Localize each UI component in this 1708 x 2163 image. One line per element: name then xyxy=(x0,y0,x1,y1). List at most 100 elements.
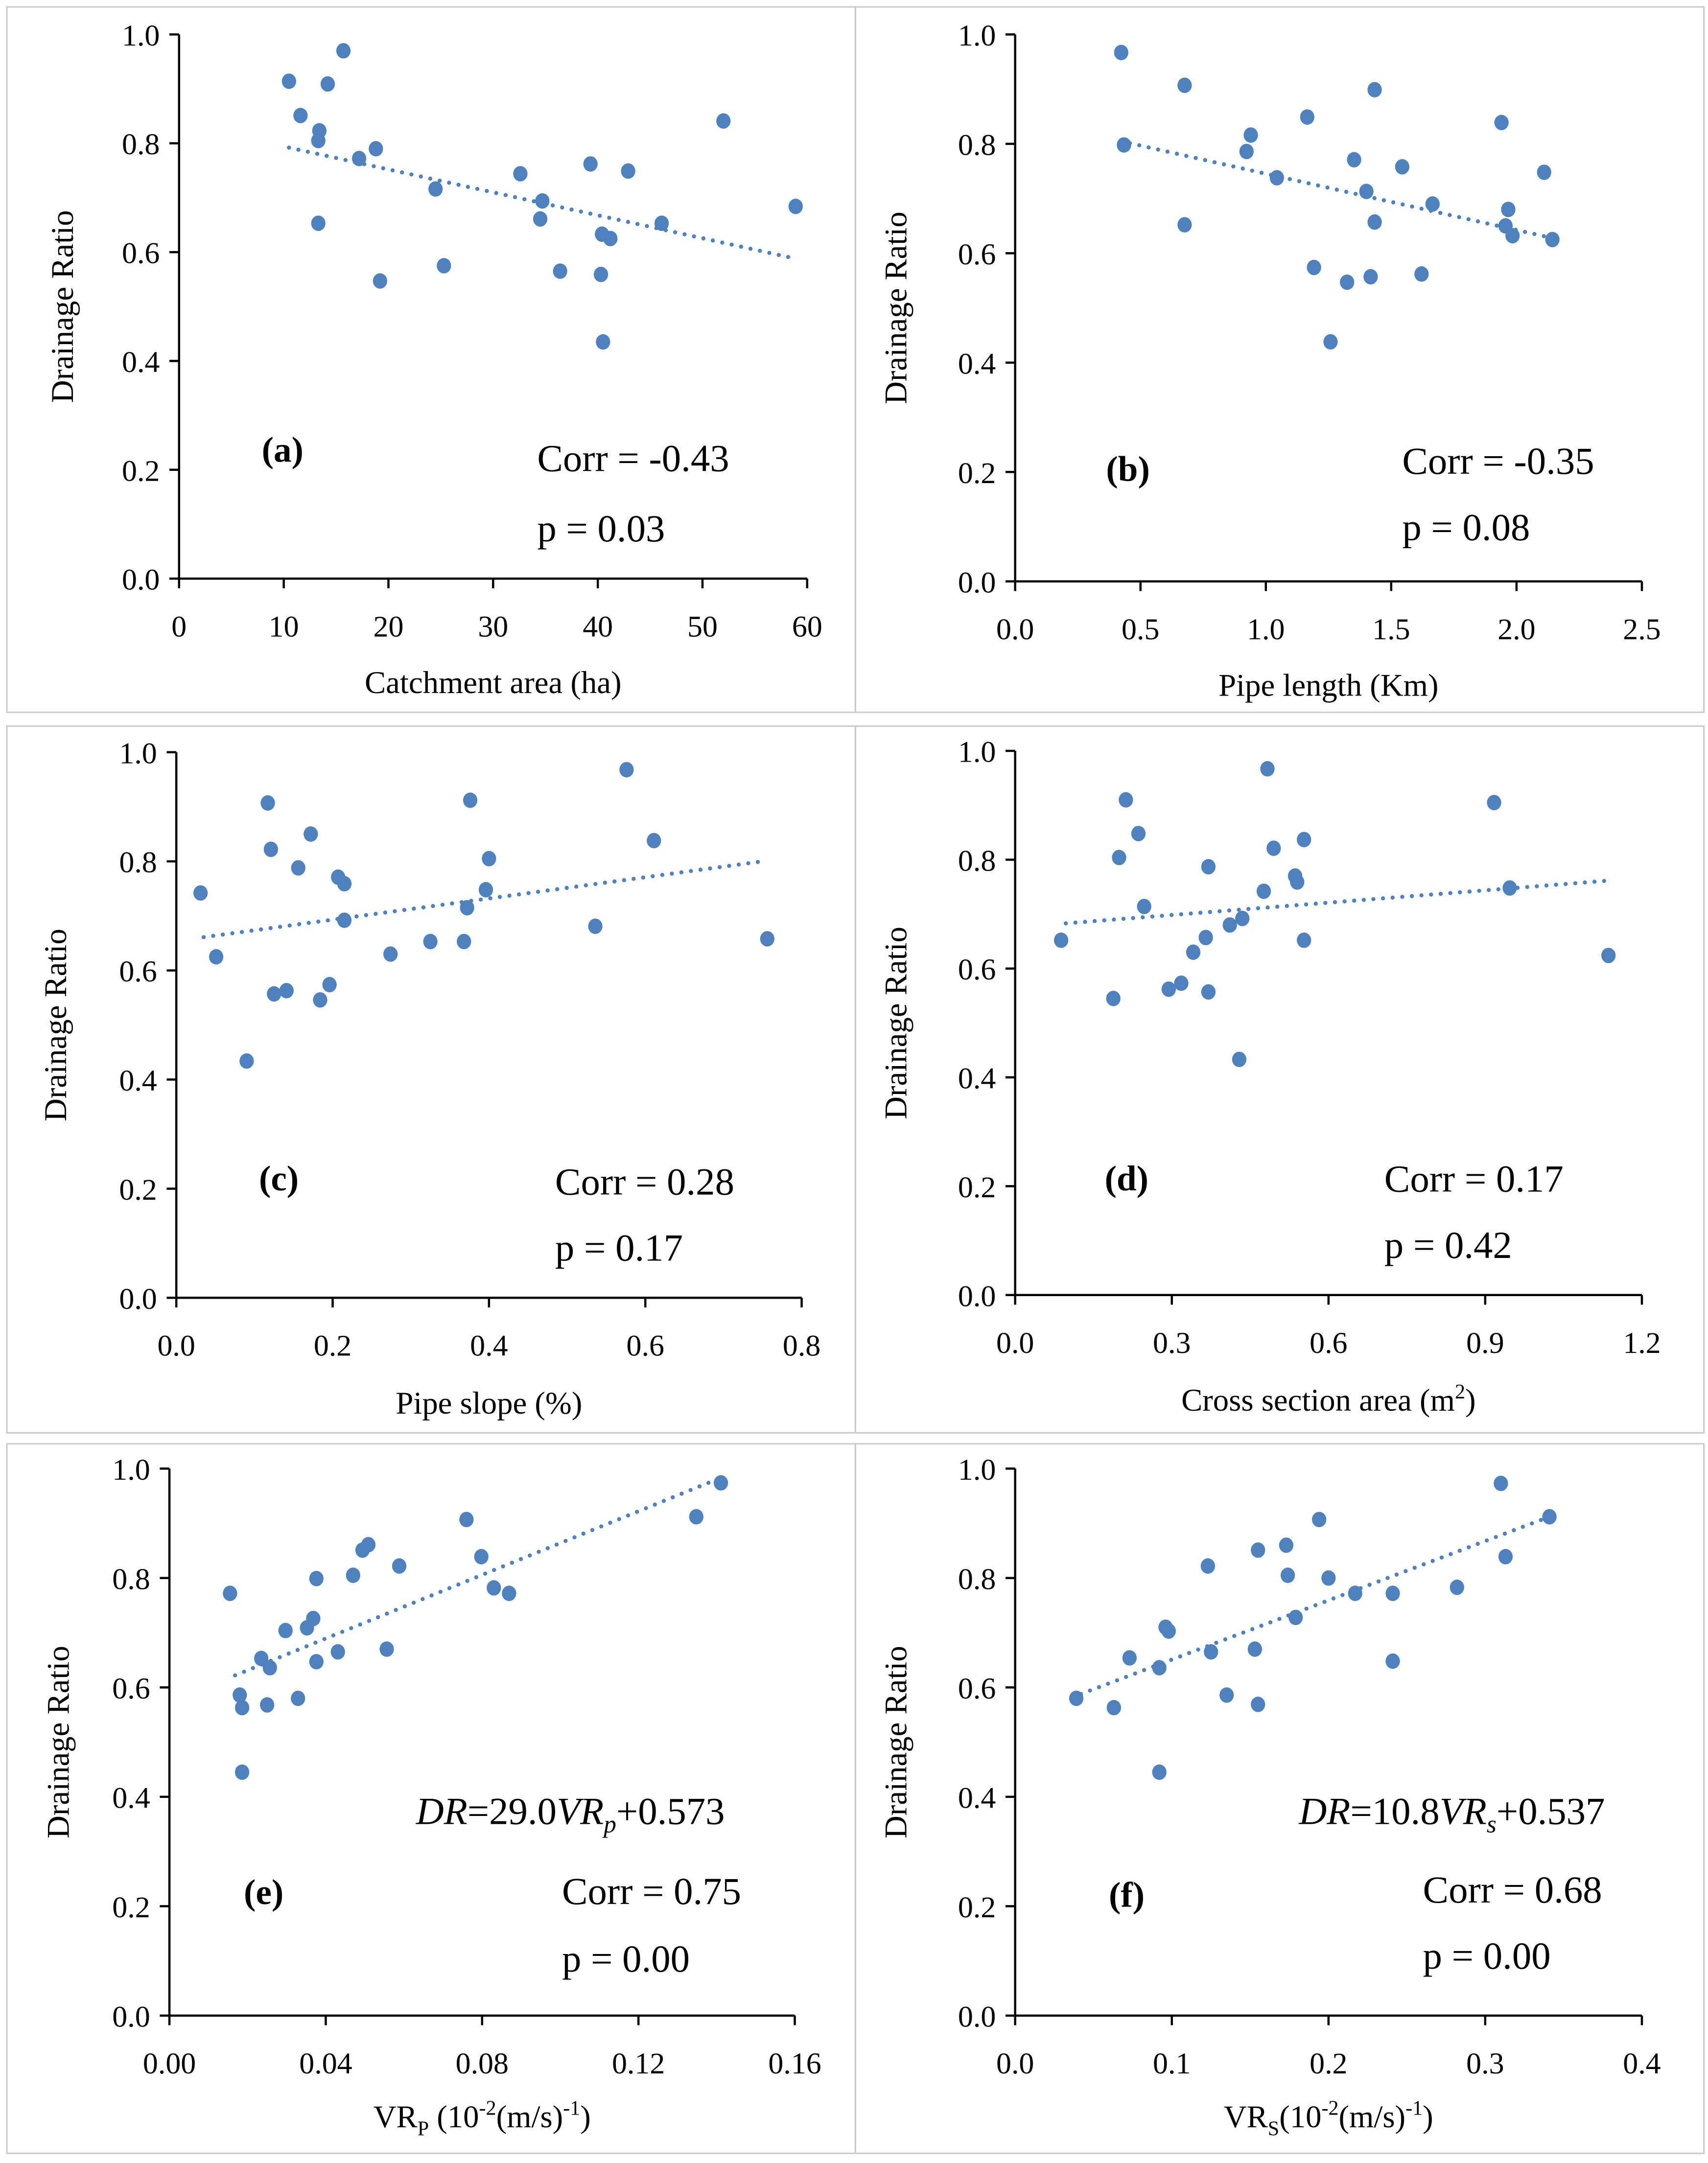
data-point xyxy=(1385,1585,1400,1601)
data-point xyxy=(1260,761,1275,777)
regression-equation-part: DR xyxy=(1298,1791,1350,1833)
x-axis-label: Catchment area (ha) xyxy=(365,665,622,700)
regression-equation-part: p xyxy=(602,1810,616,1838)
data-point xyxy=(311,133,326,148)
x-axis-label-part: Pipe length (Km) xyxy=(1218,667,1438,702)
x-axis-label-part: -1 xyxy=(563,2097,580,2119)
panel-label: (f) xyxy=(1109,1875,1145,1914)
data-point xyxy=(716,113,731,129)
x-axis-label-part: ) xyxy=(1423,2099,1433,2134)
data-point xyxy=(423,933,438,950)
data-point xyxy=(1152,1660,1167,1675)
x-axis-label-part: (m/s) xyxy=(1339,2099,1406,2134)
data-point xyxy=(279,983,294,999)
data-point xyxy=(788,198,803,214)
x-tick-label: 0.9 xyxy=(1466,1326,1504,1360)
data-point xyxy=(1069,1690,1084,1706)
x-axis-label-part: S xyxy=(1268,2118,1279,2140)
data-point xyxy=(346,1567,360,1583)
data-point xyxy=(1347,152,1361,168)
y-tick-label: 1.0 xyxy=(958,19,996,52)
regression-equation: DR=10.8VRs+0.537 xyxy=(1298,1791,1605,1838)
data-point xyxy=(1053,932,1069,948)
data-point xyxy=(1251,1542,1265,1558)
panel-label: (d) xyxy=(1105,1159,1148,1198)
y-tick-label: 0.2 xyxy=(958,457,996,490)
data-point xyxy=(369,141,383,157)
data-point xyxy=(373,273,387,289)
y-tick-label: 0.8 xyxy=(119,846,157,879)
y-tick-label: 0.6 xyxy=(122,237,160,270)
data-point xyxy=(1235,910,1250,927)
y-tick-label: 0.2 xyxy=(958,1891,996,1924)
data-point xyxy=(383,946,398,962)
data-point xyxy=(311,215,326,231)
data-point xyxy=(278,1623,293,1638)
x-axis-label-part: (10 xyxy=(429,2099,479,2134)
data-point xyxy=(193,885,208,901)
data-point xyxy=(1161,1623,1176,1639)
x-tick-label: 0.8 xyxy=(783,1329,820,1363)
y-tick-label: 0.6 xyxy=(119,955,157,988)
y-tick-label: 0.8 xyxy=(958,128,996,162)
y-tick-label: 0.6 xyxy=(958,953,996,986)
x-axis-label-part: Pipe slope (%) xyxy=(396,1385,582,1420)
x-tick-label: 1.2 xyxy=(1623,1326,1661,1360)
data-point xyxy=(1542,1509,1557,1525)
data-point xyxy=(267,986,281,1002)
data-point xyxy=(428,181,443,197)
data-point xyxy=(1122,1650,1137,1666)
trendline xyxy=(1078,1514,1552,1697)
x-tick-label: 1.5 xyxy=(1372,613,1410,646)
correlation-text: Corr = 0.68 xyxy=(1423,1869,1602,1911)
x-axis-label-part: (m/s) xyxy=(496,2099,563,2134)
x-axis-label-part: VR xyxy=(374,2099,418,2134)
trendline xyxy=(233,1474,727,1678)
x-tick-label: 0.3 xyxy=(1153,1326,1191,1360)
data-point xyxy=(474,1549,489,1565)
data-point xyxy=(306,1610,321,1627)
data-point xyxy=(1161,981,1176,997)
data-point xyxy=(1340,274,1355,290)
y-tick-label: 0.0 xyxy=(958,2000,996,2033)
x-tick-label: 0.2 xyxy=(314,1329,351,1363)
data-point xyxy=(603,231,618,247)
data-point xyxy=(260,1697,275,1713)
data-point xyxy=(293,108,308,123)
data-point xyxy=(1200,1558,1216,1574)
regression-equation-part: =29.0 xyxy=(468,1791,557,1833)
data-point xyxy=(291,1690,305,1706)
trendline xyxy=(201,859,769,939)
data-point xyxy=(239,1053,254,1069)
data-point xyxy=(209,949,224,965)
data-point xyxy=(478,882,493,898)
data-point xyxy=(1307,259,1321,276)
data-point xyxy=(1501,202,1516,217)
y-axis-label: Drainage Ratio xyxy=(878,1646,913,1838)
x-tick-label: 0.4 xyxy=(470,1329,508,1363)
x-tick-label: 0.00 xyxy=(143,2047,196,2080)
x-tick-label: 0.0 xyxy=(996,613,1034,646)
data-point xyxy=(337,912,352,928)
data-point xyxy=(1177,217,1192,233)
data-point xyxy=(1266,840,1281,856)
x-axis-label-part: ) xyxy=(1465,1382,1476,1418)
x-axis-label-part: Catchment area (ha) xyxy=(365,665,622,700)
y-tick-label: 0.4 xyxy=(112,1781,150,1814)
data-point xyxy=(281,73,296,89)
x-axis-label: Pipe slope (%) xyxy=(396,1385,582,1420)
panel-label: (a) xyxy=(262,430,304,469)
x-tick-label: 2.5 xyxy=(1623,613,1661,646)
data-point xyxy=(1367,82,1382,97)
data-point xyxy=(593,266,608,282)
data-point xyxy=(1269,170,1284,186)
x-tick-label: 0.0 xyxy=(996,2047,1034,2080)
regression-equation: DR=29.0VRp+0.573 xyxy=(416,1791,725,1838)
data-point xyxy=(1487,794,1501,811)
data-point xyxy=(1348,1585,1362,1601)
x-tick-label: 50 xyxy=(687,610,718,643)
regression-equation-part: VR xyxy=(1440,1791,1487,1833)
data-point xyxy=(1106,1699,1121,1716)
x-tick-label: 1.0 xyxy=(1247,613,1285,646)
data-point xyxy=(459,1512,474,1528)
